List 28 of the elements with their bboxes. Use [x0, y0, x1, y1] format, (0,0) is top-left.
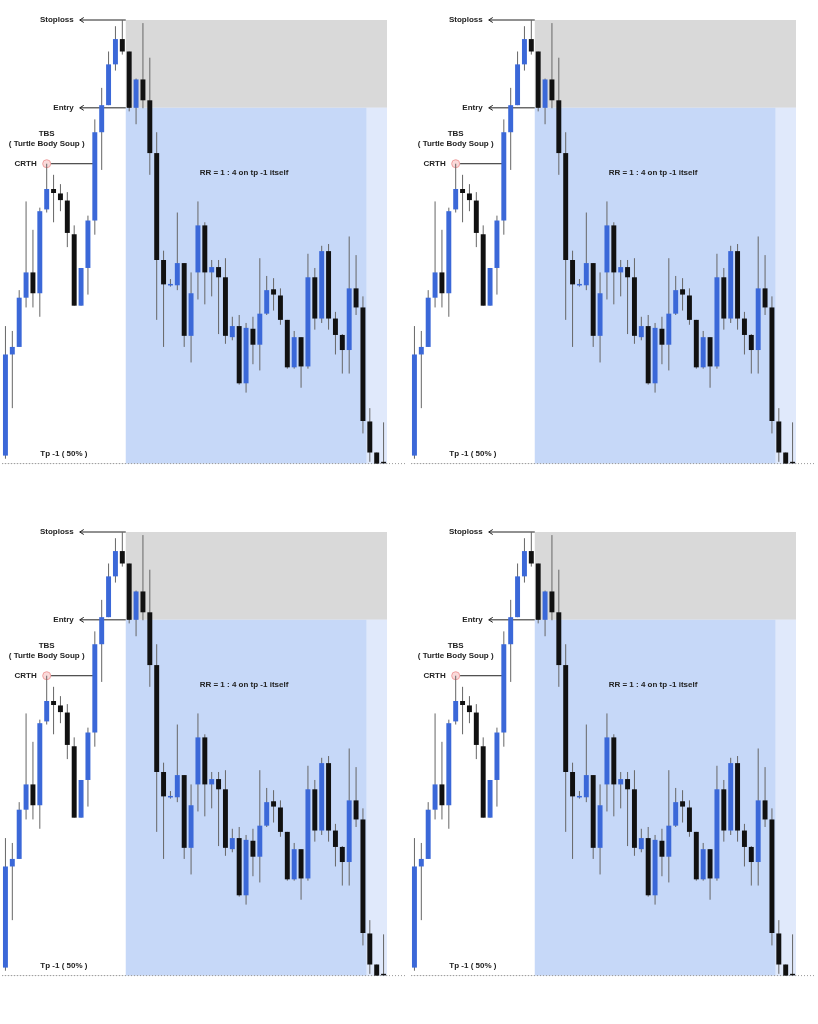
ref-line-label: Stoploss [448, 527, 484, 537]
annotation: CRTH [14, 158, 37, 168]
ref-line-label: Stoploss [39, 15, 75, 25]
ref-line-label: Entry [53, 615, 75, 625]
annotation: ( Turtle Body Soup ) [8, 650, 85, 660]
ref-line-label: Tp -1 ( 50% ) [449, 960, 497, 970]
ref-line-label: Stoploss [448, 15, 484, 25]
ref-line-label: Tp -1 ( 50% ) [449, 448, 497, 458]
ref-line-label: Entry [53, 103, 75, 113]
ref-line-label: Stoploss [39, 527, 75, 537]
annotation: TBS [447, 640, 465, 650]
annotation: ( Turtle Body Soup ) [8, 138, 85, 148]
ref-line-label: Entry [462, 615, 484, 625]
ref-line-label: Tp -1 ( 50% ) [40, 448, 88, 458]
ref-line-label: Tp -1 ( 50% ) [40, 960, 88, 970]
ref-line-label: Entry [462, 103, 484, 113]
annotation: ( Turtle Body Soup ) [417, 650, 494, 660]
annotation: TBS [38, 128, 56, 138]
annotation: ( Turtle Body Soup ) [417, 138, 494, 148]
annotation: TBS [38, 640, 56, 650]
annotation: CRTH [14, 670, 37, 680]
annotation: RR = 1 : 4 on tp -1 itself [608, 168, 698, 178]
annotation: RR = 1 : 4 on tp -1 itself [199, 168, 289, 178]
annotation: CRTH [423, 670, 446, 680]
annotation: RR = 1 : 4 on tp -1 itself [608, 680, 698, 690]
annotation: TBS [447, 128, 465, 138]
annotation: CRTH [423, 158, 446, 168]
annotation: RR = 1 : 4 on tp -1 itself [199, 680, 289, 690]
